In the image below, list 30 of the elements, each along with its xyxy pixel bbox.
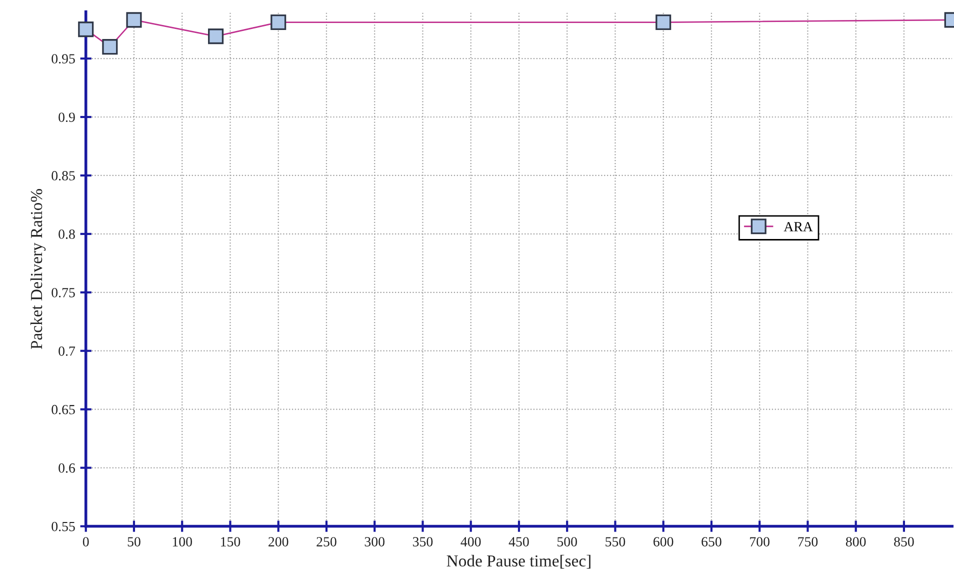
x-tick-label: 150 [221, 537, 240, 546]
x-tick-label: 850 [894, 537, 914, 546]
y-tick-label: 0.55 [52, 522, 75, 532]
y-tick-label: 0.65 [52, 404, 75, 414]
x-tick-label: 450 [508, 537, 529, 546]
legend-label: ARA [784, 222, 813, 232]
x-tick-label: 800 [846, 537, 866, 546]
x-tick-label: 300 [364, 537, 384, 546]
x-tick-label: 200 [268, 537, 288, 546]
x-tick-label: 750 [798, 537, 818, 546]
y-tick-label: 0.8 [58, 230, 75, 239]
x-tick-label: 0 [82, 537, 89, 546]
x-tick-label: 100 [172, 537, 192, 546]
y-axis-title: Packet Delivery Ratio% [30, 189, 46, 350]
x-tick-label: 700 [750, 537, 770, 546]
y-tick-label: 0.85 [52, 171, 75, 180]
x-tick-label: 50 [128, 537, 140, 546]
y-tick-label: 0.75 [52, 288, 75, 298]
x-tick-label: 400 [460, 537, 481, 546]
x-tick-label: 650 [702, 537, 722, 546]
y-tick-label: 0.6 [58, 463, 76, 473]
x-tick-label: 500 [557, 537, 577, 546]
y-tick-label: 0.95 [52, 54, 75, 64]
y-tick-label: 0.9 [58, 112, 75, 122]
x-tick-label: 250 [316, 537, 336, 546]
x-tick-label: 350 [412, 537, 433, 546]
x-tick-label: 600 [654, 537, 674, 546]
x-tick-label: 550 [606, 537, 626, 546]
x-axis-title: Node Pause time[sec] [446, 554, 590, 569]
y-tick-label: 0.7 [58, 346, 76, 356]
